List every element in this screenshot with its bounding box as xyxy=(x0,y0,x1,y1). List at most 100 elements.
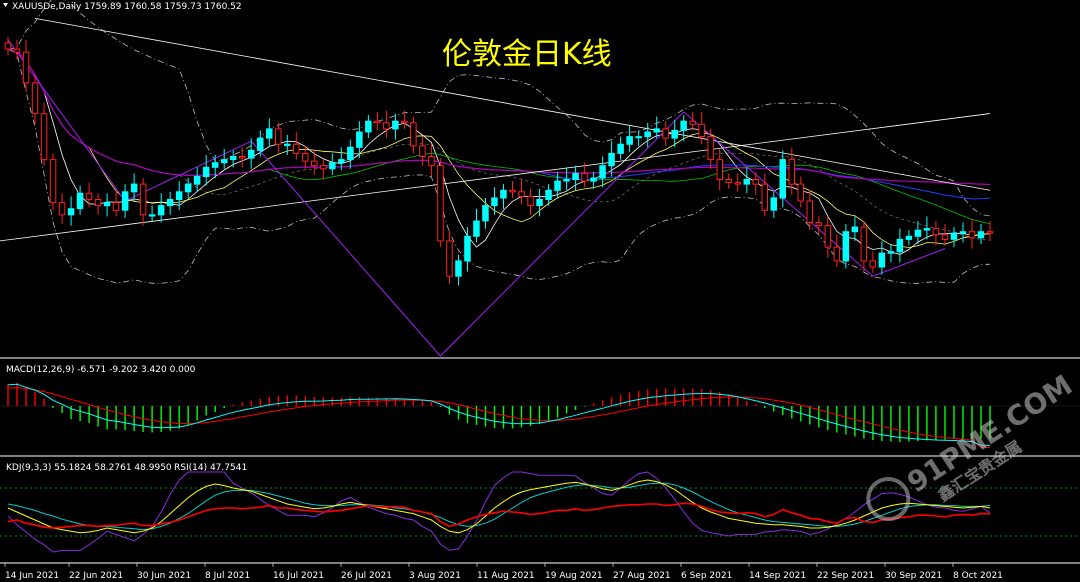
candle-body xyxy=(103,202,111,207)
candle-body xyxy=(986,231,994,234)
candle-body xyxy=(500,189,507,199)
candle-body xyxy=(599,165,606,179)
macd-label: MACD(12,26,9) -6.571 -9.202 3.420 0.000 xyxy=(6,365,196,375)
candle-body xyxy=(473,220,480,237)
candle-body xyxy=(698,123,705,138)
candle-body xyxy=(527,195,534,207)
candle-body xyxy=(311,160,318,167)
candle-body xyxy=(419,145,426,158)
candle-body xyxy=(464,235,471,262)
candle-body xyxy=(734,182,741,185)
candle-body xyxy=(76,192,84,210)
candle-body xyxy=(968,231,976,239)
candle-body xyxy=(410,122,417,147)
candle-body xyxy=(392,120,399,130)
candle-body xyxy=(779,159,786,199)
candle-body xyxy=(572,172,579,180)
support-trendline xyxy=(0,113,991,242)
x-axis-tick-label: 16 Jul 2021 xyxy=(273,571,324,581)
candle-body xyxy=(356,131,363,148)
candle-body xyxy=(31,82,39,115)
candle-body xyxy=(824,225,832,248)
candle-body xyxy=(896,238,904,253)
candle-body xyxy=(671,129,678,139)
x-axis-tick-label: 27 Aug 2021 xyxy=(613,571,671,581)
candle-body xyxy=(230,156,237,161)
x-axis-tick-label: 3 Aug 2021 xyxy=(409,571,461,581)
candle-body xyxy=(518,191,525,197)
candle-body xyxy=(545,189,552,201)
candle-body xyxy=(887,251,895,254)
rsi-label: RSI(14) 47.7541 xyxy=(174,463,247,473)
x-axis-tick-label: 22 Sep 2021 xyxy=(817,571,874,581)
kdj-label: KDJ(9,3,3) 55.1824 58.2761 48.9950 xyxy=(6,463,172,473)
candle-body xyxy=(788,159,795,185)
price-panel xyxy=(0,0,994,357)
candle-body xyxy=(94,199,102,207)
candle-body xyxy=(148,214,156,217)
candle-body xyxy=(941,234,949,240)
candle-body xyxy=(347,146,354,161)
candle-body xyxy=(239,156,246,159)
ma-90-line xyxy=(7,48,991,186)
candle-body xyxy=(716,159,723,181)
symbol-ohlc-label: XAUUSDe,Daily 1759.89 1760.58 1759.73 17… xyxy=(12,2,242,12)
candle-body xyxy=(365,120,372,133)
candle-body xyxy=(121,191,129,211)
candle-body xyxy=(644,131,651,138)
macd-signal-line xyxy=(7,387,990,448)
candle-body xyxy=(112,202,120,211)
x-axis-tick-label: 8 Jul 2021 xyxy=(205,571,250,581)
candle-body xyxy=(563,179,570,182)
x-axis-tick-label: 19 Aug 2021 xyxy=(545,571,603,581)
x-axis-tick-label: 26 Jul 2021 xyxy=(341,571,392,581)
candle-body xyxy=(860,226,868,262)
candle-body xyxy=(58,202,66,216)
candle-body xyxy=(139,183,147,216)
kdj-j-line xyxy=(7,471,991,553)
candle-body xyxy=(851,226,859,233)
candle-body xyxy=(869,260,877,268)
candle-body xyxy=(680,120,687,131)
candle-body xyxy=(284,143,291,146)
candle-body xyxy=(761,183,768,211)
candle-body xyxy=(130,183,138,193)
candle-body xyxy=(157,205,165,216)
candle-body xyxy=(184,183,192,193)
candle-body xyxy=(806,200,813,223)
candle-body xyxy=(689,120,696,125)
candle-body xyxy=(437,165,444,242)
macd-panel xyxy=(0,383,1080,448)
candle-body xyxy=(878,252,886,268)
candle-body xyxy=(446,240,453,277)
candle-body xyxy=(482,205,489,222)
x-axis-tick-label: 22 Jun 2021 xyxy=(69,571,123,581)
bollinger-upper-band xyxy=(7,0,991,217)
candle-body xyxy=(49,159,57,204)
candle-body xyxy=(581,172,588,182)
candle-body xyxy=(175,191,183,201)
candle-body xyxy=(329,162,336,170)
candle-body xyxy=(635,136,642,139)
candle-body xyxy=(797,183,804,202)
candle-body xyxy=(725,179,732,184)
x-axis-tick-label: 14 Sep 2021 xyxy=(749,571,806,581)
kdj-panel xyxy=(0,471,1080,553)
candle-body xyxy=(211,162,219,168)
collapse-icon[interactable] xyxy=(3,3,8,7)
candle-body xyxy=(428,156,435,167)
candle-body xyxy=(22,51,30,84)
candle-body xyxy=(338,159,345,164)
x-axis-tick-label: 11 Aug 2021 xyxy=(477,571,535,581)
candle-body xyxy=(590,177,597,182)
candle-body xyxy=(950,232,958,240)
candle-body xyxy=(707,136,714,161)
candle-body xyxy=(914,229,922,237)
candle-body xyxy=(193,176,201,185)
candle-body xyxy=(166,199,174,207)
candle-body xyxy=(320,165,327,170)
candle-body xyxy=(40,113,48,161)
chart-title: 伦敦金日K线 xyxy=(442,37,612,72)
candle-body xyxy=(275,128,282,145)
